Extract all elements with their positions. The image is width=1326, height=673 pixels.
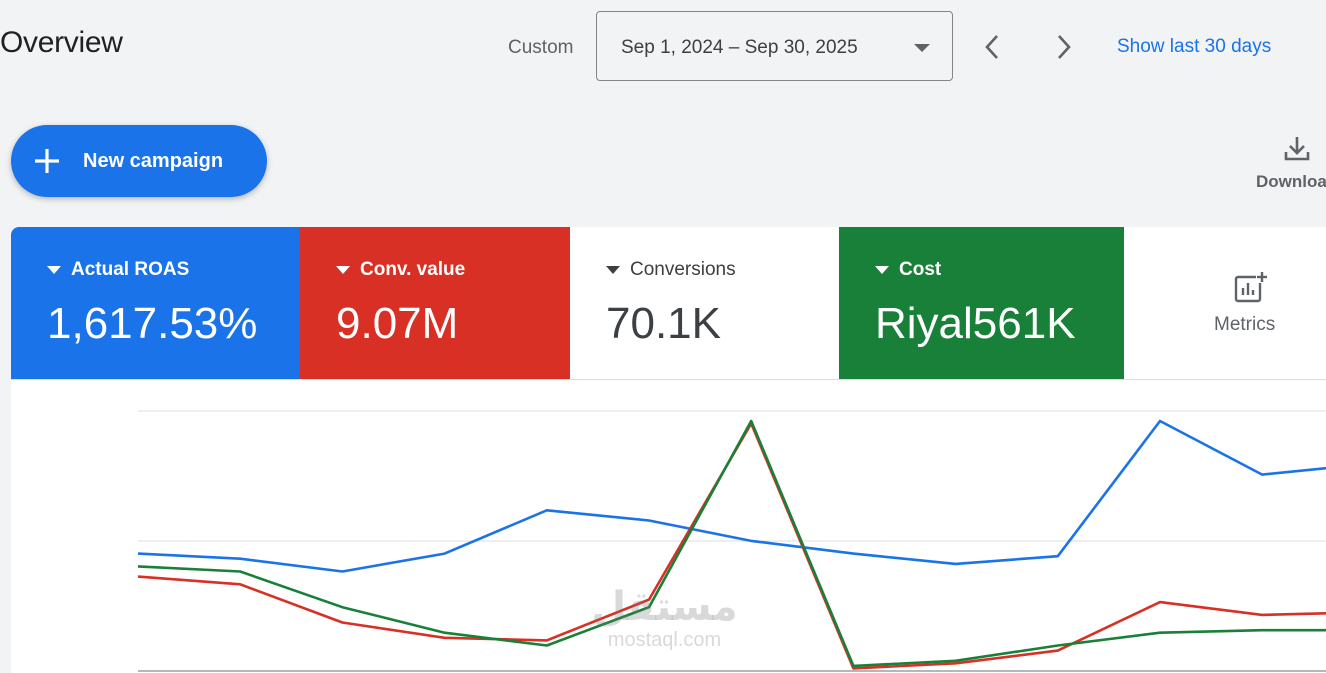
new-campaign-label: New campaign bbox=[83, 150, 224, 172]
scorecard-value: Riyal561K bbox=[875, 299, 1076, 348]
series-line-cost bbox=[137, 419, 1326, 668]
dropdown-triangle-icon bbox=[875, 266, 889, 274]
date-range-value: Sep 1, 2024 – Sep 30, 2025 bbox=[621, 37, 858, 58]
series-line-roas bbox=[137, 419, 1326, 573]
scorecard-value: 1,617.53% bbox=[47, 299, 258, 348]
scorecard-value: 70.1K bbox=[606, 299, 721, 348]
metrics-label: Metrics bbox=[1214, 314, 1276, 335]
scorecard-label: Cost bbox=[899, 259, 942, 280]
scorecard-label: Actual ROAS bbox=[71, 259, 190, 280]
dropdown-caret-icon bbox=[914, 44, 930, 52]
scorecard-conversions[interactable]: Conversions 70.1K bbox=[570, 227, 839, 380]
scorecard-cost[interactable]: Cost Riyal561K bbox=[839, 227, 1124, 380]
scorecard-actual-roas[interactable]: Actual ROAS 1,617.53% bbox=[11, 227, 300, 380]
date-range-label: Custom bbox=[508, 37, 574, 58]
series-line-conv_value bbox=[137, 422, 1326, 670]
add-chart-icon bbox=[1234, 271, 1268, 303]
line-chart bbox=[137, 410, 1326, 672]
dropdown-triangle-icon bbox=[606, 266, 620, 274]
scorecard-name: Cost bbox=[875, 259, 941, 281]
chevron-right-icon bbox=[1058, 35, 1071, 59]
scorecard-label: Conv. value bbox=[360, 259, 466, 280]
chart-series bbox=[137, 419, 1326, 670]
download-label: Download bbox=[1256, 172, 1326, 191]
plus-icon bbox=[35, 149, 59, 173]
dropdown-triangle-icon bbox=[47, 266, 61, 274]
previous-period-button[interactable] bbox=[980, 32, 1004, 62]
dropdown-triangle-icon bbox=[336, 266, 350, 274]
scorecard-name: Conv. value bbox=[336, 259, 465, 281]
performance-chart bbox=[0, 380, 1326, 673]
show-last-30-days-link[interactable]: Show last 30 days bbox=[1117, 36, 1272, 57]
scorecard-name: Conversions bbox=[606, 259, 736, 281]
chart-grid bbox=[138, 410, 1326, 672]
next-period-button[interactable] bbox=[1052, 32, 1076, 62]
performance-card: Actual ROAS 1,617.53% Conv. value 9.07M … bbox=[11, 227, 1326, 673]
scorecard-value: 9.07M bbox=[336, 299, 459, 348]
scorecard-name: Actual ROAS bbox=[47, 259, 189, 281]
date-range-dropdown[interactable]: Sep 1, 2024 – Sep 30, 2025 bbox=[596, 11, 953, 81]
new-campaign-button[interactable]: New campaign bbox=[11, 125, 267, 197]
download-button[interactable]: Download bbox=[1256, 134, 1326, 194]
page-title: Overview bbox=[0, 26, 123, 59]
metrics-button[interactable]: Metrics bbox=[1124, 227, 1326, 380]
scorecard-label: Conversions bbox=[630, 259, 736, 280]
scorecard-conv-value[interactable]: Conv. value 9.07M bbox=[300, 227, 570, 380]
download-icon bbox=[1284, 137, 1310, 161]
chevron-left-icon bbox=[985, 35, 998, 59]
